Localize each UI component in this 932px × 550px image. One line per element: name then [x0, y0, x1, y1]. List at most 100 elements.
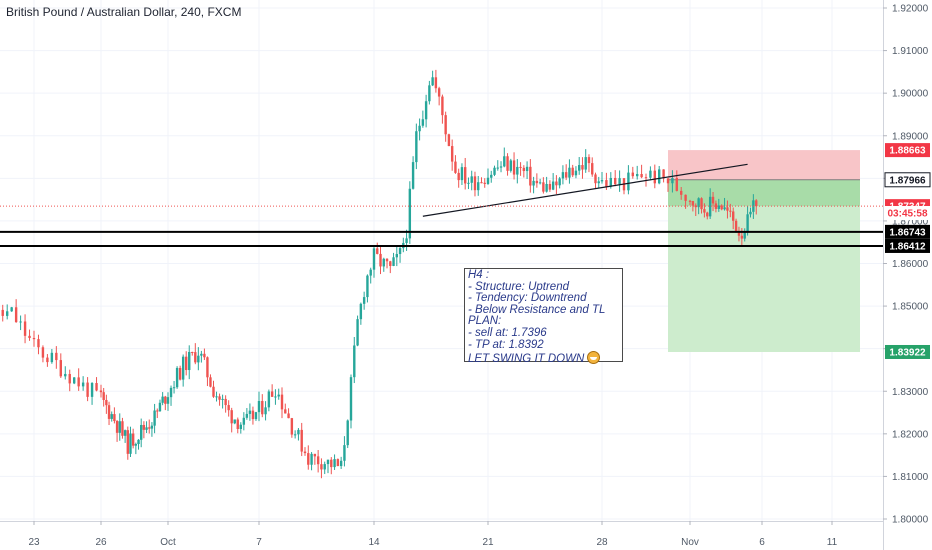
candle-body [178, 367, 182, 380]
candle-body [464, 167, 467, 184]
candle-body [395, 254, 398, 258]
candle-body [297, 429, 300, 435]
chart-title: British Pound / Australian Dollar, 240, … [6, 5, 242, 19]
candle-body [164, 396, 167, 404]
candle-body [77, 377, 80, 387]
candle-body [300, 429, 303, 452]
candle-body [140, 424, 143, 440]
candle-body [188, 351, 191, 371]
candle-body [110, 414, 113, 419]
candle-body [369, 269, 372, 276]
candle-body [649, 170, 652, 178]
candle-body [14, 307, 18, 323]
candle-body [519, 166, 522, 168]
candle-body [372, 248, 376, 270]
candle-body [264, 407, 267, 415]
y-tick-label: 1.82000 [892, 429, 929, 440]
candle-body [594, 174, 597, 184]
candle-body [597, 181, 600, 184]
candle-body [509, 160, 512, 171]
candle-body [618, 178, 621, 185]
candle-body [118, 421, 121, 433]
candle-body [493, 167, 496, 175]
candle-body [535, 180, 539, 184]
candle-body [512, 160, 516, 175]
candle-body [480, 182, 483, 184]
candle-body [376, 248, 379, 254]
candle-body [64, 373, 67, 377]
x-tick-label: 26 [95, 537, 107, 548]
candle-body [405, 238, 408, 243]
candle-body [454, 161, 457, 173]
candle-body [99, 390, 103, 393]
candle-body [545, 183, 548, 192]
candle-body [346, 420, 349, 446]
candle-body [551, 181, 555, 190]
candle-body [68, 373, 71, 384]
candle-body [470, 176, 473, 183]
candle-body [55, 352, 58, 361]
x-tick-label: 6 [759, 537, 765, 548]
candle-body [197, 355, 200, 363]
note-line: PLAN: [468, 315, 502, 328]
candle-body [239, 424, 242, 429]
y-tick-label: 1.81000 [892, 472, 929, 483]
candle-body [86, 382, 89, 397]
candle-body [200, 353, 203, 356]
trade-plan-note[interactable]: H4 : - Structure: Uptrend - Tendency: Do… [464, 268, 623, 366]
candle-body [564, 172, 568, 178]
candle-body [274, 396, 277, 398]
candle-body [703, 209, 706, 213]
overlays [0, 163, 883, 247]
x-tick-label: 21 [482, 537, 494, 548]
candle-body [113, 414, 116, 422]
candle-body [385, 258, 389, 262]
candle-body [717, 205, 720, 209]
candle-body [418, 125, 421, 132]
candle-body [339, 460, 343, 467]
candle-body [307, 453, 310, 465]
candle-body [711, 196, 715, 204]
candle-body [749, 211, 752, 215]
candle-body [740, 235, 744, 239]
candle-body [121, 421, 124, 436]
candle-body [591, 163, 594, 175]
price-labels: 1.886631.879661.8734703:45:581.867431.86… [884, 143, 931, 359]
y-tick-label: 1.91000 [892, 46, 929, 57]
candle-body [483, 182, 486, 184]
candle-body [362, 297, 366, 304]
price-label: 03:45:58 [887, 208, 927, 219]
candle-body [169, 387, 173, 398]
candle-body [382, 258, 385, 267]
candle-body [95, 383, 98, 391]
x-axis-background [0, 521, 883, 550]
candle-body [46, 357, 49, 363]
candle-body [242, 417, 246, 425]
price-label-box [885, 205, 930, 220]
open-profit-zone [668, 179, 860, 207]
candle-body [743, 232, 746, 239]
candle-body [636, 174, 639, 177]
candle-body [640, 174, 643, 178]
note-line: - TP at: 1.8392 [468, 338, 544, 351]
candle-body [658, 169, 661, 184]
candle-body [236, 419, 239, 429]
candle-body [290, 418, 294, 435]
note-line: LET SWING IT DOWN [468, 353, 585, 366]
candle-body [437, 88, 441, 97]
candle-body [398, 248, 402, 255]
price-label: 1.87966 [889, 175, 926, 186]
candle-body [172, 387, 176, 389]
candle-body [571, 167, 574, 176]
candle-body [688, 200, 692, 202]
candle-body [671, 178, 674, 184]
y-tick-label: 1.87000 [892, 216, 929, 227]
candle-body [148, 427, 151, 429]
candle-body [574, 170, 578, 176]
candle-body [310, 453, 313, 465]
candle-body [627, 172, 630, 191]
candle-body [142, 424, 146, 430]
candle-body [389, 261, 392, 266]
candle-body [631, 172, 634, 177]
